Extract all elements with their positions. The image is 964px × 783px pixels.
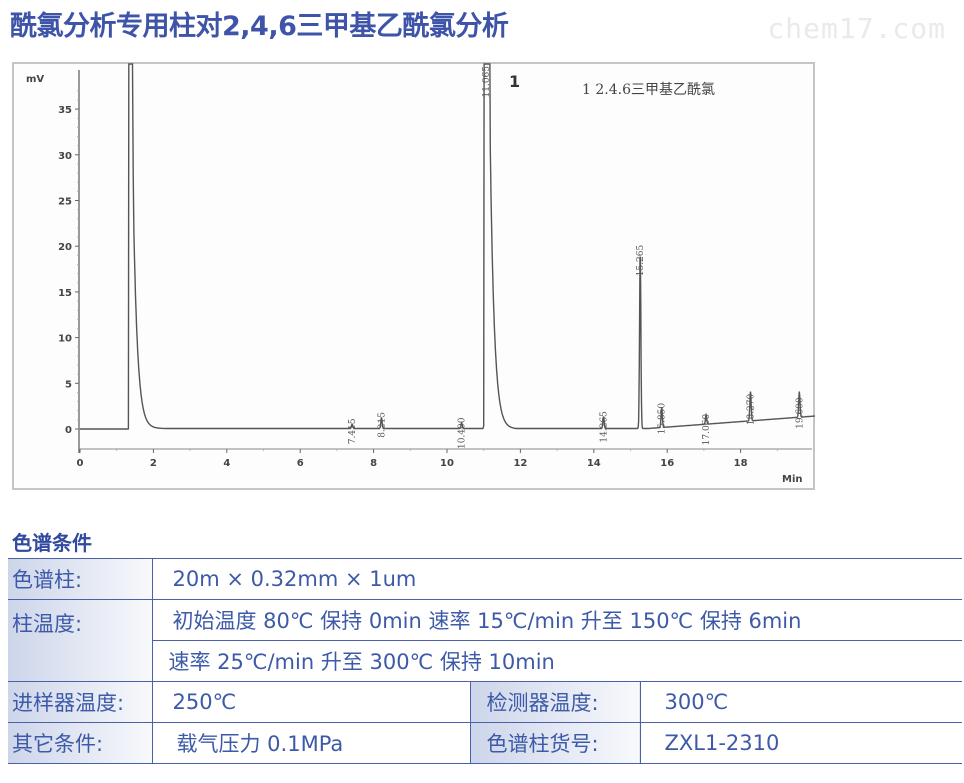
part-number-label: 色谱柱货号:: [469, 722, 641, 764]
chart-legend: 1 2.4.6三甲基乙酰氯: [582, 81, 715, 98]
column-temp-label: 柱温度:: [8, 599, 153, 682]
svg-text:18: 18: [734, 458, 748, 469]
detector-temp-value: 300℃: [640, 681, 962, 723]
svg-text:16: 16: [660, 458, 674, 469]
section-title: 色谱条件: [12, 531, 92, 555]
svg-text:5: 5: [65, 379, 72, 390]
svg-text:18.270: 18.270: [747, 393, 757, 425]
svg-text:2: 2: [150, 458, 157, 469]
conditions-table: 色谱柱: 20m × 0.32mm × 1um 柱温度: 初始温度 80℃ 保持…: [8, 558, 962, 764]
chart-axes: 0 5 10 15 20 25 30 35 0 2 4 6 8 10 12 14 16 18: [58, 70, 812, 469]
table-row-column-temp-1: 柱温度: 初始温度 80℃ 保持 0min 速率 15℃/min 升至 150℃…: [8, 599, 962, 682]
svg-text:0: 0: [77, 458, 84, 469]
svg-text:10.400: 10.400: [458, 417, 468, 449]
page-title: 酰氯分析专用柱对2,4,6三甲基乙酰氯分析: [10, 11, 509, 42]
column-temp-line1: 初始温度 80℃ 保持 0min 速率 15℃/min 升至 150℃ 保持 6…: [152, 599, 962, 641]
column-temp-line2: 速率 25℃/min 升至 300℃ 保持 10min: [152, 640, 962, 682]
other-conditions-value: 载气压力 0.1MPa: [152, 722, 470, 764]
svg-text:15.850: 15.850: [658, 403, 668, 435]
svg-text:10: 10: [440, 458, 454, 469]
table-row-column-temp-2: 速率 25℃/min 升至 300℃ 保持 10min: [8, 640, 962, 682]
peak-number-annotation: 1: [509, 72, 520, 91]
x-axis-label: Min: [782, 474, 803, 485]
svg-text:11.065: 11.065: [482, 66, 492, 98]
svg-text:14.265: 14.265: [600, 411, 610, 443]
table-row-other: 其它条件: 载气压力 0.1MPa 色谱柱货号: ZXL1-2310: [8, 722, 962, 764]
watermark: chem17.com: [767, 12, 946, 45]
svg-text:17.060: 17.060: [702, 414, 712, 446]
svg-text:35: 35: [58, 105, 72, 116]
y-axis-label: mV: [26, 74, 44, 85]
svg-text:0: 0: [65, 425, 72, 436]
table-row-temps: 进样器温度: 250℃ 检测器温度: 300℃: [8, 681, 962, 723]
chromatogram-trace: [80, 63, 815, 430]
svg-text:8.215: 8.215: [377, 412, 387, 438]
detector-temp-label: 检测器温度:: [469, 681, 641, 723]
svg-text:19.600: 19.600: [795, 397, 805, 429]
svg-text:15: 15: [58, 288, 72, 299]
svg-text:14: 14: [587, 458, 601, 469]
part-number-value: ZXL1-2310: [640, 722, 962, 764]
svg-text:30: 30: [58, 151, 72, 162]
peak-labels: 7.415 8.215 10.400 11.065 14.265 15.265 15.850…: [348, 66, 805, 449]
column-label: 色谱柱:: [8, 558, 153, 600]
injector-temp-label: 进样器温度:: [8, 681, 153, 723]
svg-text:12: 12: [513, 458, 527, 469]
svg-text:15.265: 15.265: [636, 245, 646, 277]
column-value: 20m × 0.32mm × 1um: [152, 558, 962, 600]
svg-text:25: 25: [58, 197, 72, 208]
svg-text:20: 20: [58, 242, 72, 253]
chromatogram-chart: 0 5 10 15 20 25 30 35 0 2 4 6 8 10 12 14 16 18 7.415 8.215…: [26, 63, 815, 485]
injector-temp-value: 250℃: [152, 681, 470, 723]
other-conditions-label: 其它条件:: [8, 722, 153, 764]
svg-text:8: 8: [370, 458, 377, 469]
svg-text:7.415: 7.415: [348, 418, 358, 444]
svg-text:6: 6: [297, 458, 304, 469]
svg-text:10: 10: [58, 334, 72, 345]
svg-text:4: 4: [223, 458, 230, 469]
table-row-column: 色谱柱: 20m × 0.32mm × 1um: [8, 558, 962, 600]
